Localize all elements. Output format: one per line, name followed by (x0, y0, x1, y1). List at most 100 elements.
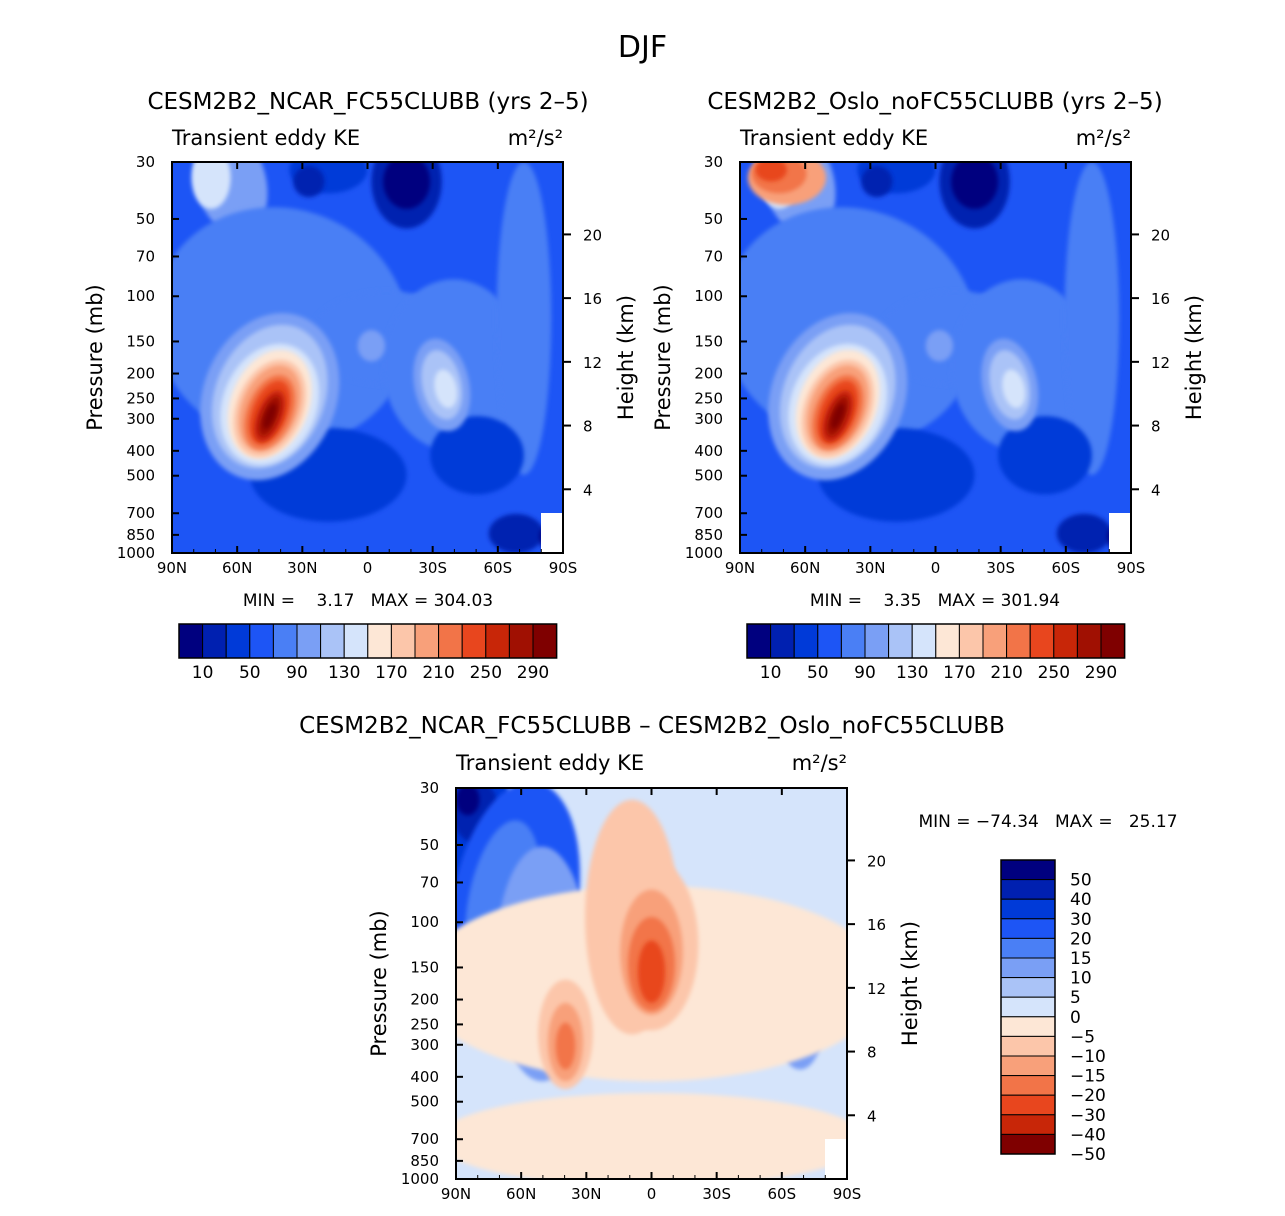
x-tick-label: 30N (571, 1185, 601, 1203)
y-tick-label: 300 (410, 1036, 439, 1054)
legend-swatch (1000, 898, 1056, 920)
x-tick-label: 30S (418, 559, 447, 577)
y-tick-label: 150 (126, 332, 155, 350)
legend-label: 130 (896, 663, 928, 683)
height-tick-label: 16 (583, 290, 602, 308)
y-axis-title: Pressure (mb) (651, 284, 675, 431)
height-tick-label: 4 (1151, 481, 1161, 499)
legend-swatch (532, 623, 558, 659)
y-tick-label: 700 (126, 504, 155, 522)
legend-label: 50 (1070, 871, 1092, 891)
height-tick-label: 16 (1151, 290, 1170, 308)
legend-swatch (202, 623, 227, 659)
legend-swatch (414, 623, 440, 659)
panel1-units-label: m²/s² (508, 126, 563, 150)
height-tick-label: 20 (583, 226, 602, 244)
y-tick-label: 70 (704, 247, 723, 265)
legend-swatch (508, 623, 534, 659)
panel2-variable-label: Transient eddy KE (739, 126, 928, 150)
legend-swatch (1000, 937, 1056, 959)
legend-swatch (1000, 1016, 1056, 1037)
panel2-contour-region (951, 162, 999, 209)
legend-swatch (746, 623, 772, 659)
legend-label: 10 (1070, 969, 1092, 989)
y-tick-label: 400 (410, 1068, 439, 1086)
panel1-contour-region (293, 165, 325, 198)
legend-swatch (1076, 623, 1102, 659)
y-tick-label: 70 (136, 247, 155, 265)
legend-swatch (1029, 623, 1055, 659)
legend-swatch (438, 623, 463, 659)
season-title: DJF (617, 30, 668, 65)
y-tick-label: 200 (126, 365, 155, 383)
height-tick-label: 8 (583, 418, 593, 436)
x-tick-label: 0 (363, 559, 373, 577)
legend-swatch (888, 623, 913, 659)
y-tick-label: 200 (410, 991, 439, 1009)
legend-label: 90 (286, 663, 308, 683)
x-tick-label: 0 (647, 1185, 657, 1203)
legend-swatch (320, 623, 345, 659)
panel3-contour-region (555, 1022, 576, 1070)
x-tick-label: 30N (287, 559, 317, 577)
panel3-variable-label: Transient eddy KE (455, 751, 644, 775)
legend-label: 50 (239, 663, 261, 683)
height-tick-label: 12 (583, 354, 602, 372)
y-tick-label: 30 (420, 779, 439, 797)
legend-label: 40 (1070, 890, 1092, 910)
y-axis-title: Pressure (mb) (367, 910, 391, 1057)
y-tick-label: 850 (694, 526, 723, 544)
y-tick-label: 50 (136, 210, 155, 228)
y-tick-label: 850 (410, 1152, 439, 1170)
legend-label: 50 (807, 663, 829, 683)
panel3-contour-region (637, 940, 666, 1004)
legend-swatch (1000, 879, 1056, 900)
legend-frame (746, 623, 1126, 659)
legend-swatch (1000, 1035, 1056, 1057)
height-axis-title: Height (km) (898, 921, 922, 1046)
legend-label: 290 (517, 663, 549, 683)
panel2-contour-region (925, 330, 954, 362)
legend-swatch (390, 623, 416, 659)
y-tick-label: 400 (694, 442, 723, 460)
legend-label: −20 (1070, 1086, 1106, 1106)
x-tick-label: 90S (833, 1185, 862, 1203)
legend-label: 10 (760, 663, 782, 683)
y-tick-label: 700 (410, 1130, 439, 1148)
panel1-contour-region (434, 369, 458, 409)
y-tick-label: 100 (126, 287, 155, 305)
legend-swatch (958, 623, 984, 659)
panel3-contour-region (456, 788, 480, 816)
legend-label: 20 (1070, 929, 1092, 949)
legend-swatch (793, 623, 819, 659)
x-tick-label: 60N (222, 559, 252, 577)
legend-swatch (1000, 957, 1056, 979)
y-tick-label: 300 (694, 410, 723, 428)
legend-label: −50 (1070, 1145, 1106, 1165)
legend-swatch (840, 623, 866, 659)
y-tick-label: 30 (136, 153, 155, 171)
panel3-missing-region (825, 1139, 847, 1179)
legend-swatch (1006, 623, 1031, 659)
legend-label: −15 (1070, 1067, 1106, 1087)
x-tick-label: 30N (855, 559, 885, 577)
legend-swatch (1000, 1075, 1056, 1096)
x-tick-label: 60N (790, 559, 820, 577)
y-tick-label: 300 (126, 410, 155, 428)
y-tick-label: 1000 (117, 544, 155, 562)
panel2-field (740, 162, 1131, 553)
panel1-missing-region (541, 513, 563, 553)
panel2-missing-region (1109, 513, 1131, 553)
x-tick-label: 90S (549, 559, 578, 577)
y-tick-label: 250 (694, 389, 723, 407)
height-tick-label: 12 (1151, 354, 1170, 372)
legend-label: 210 (990, 663, 1022, 683)
x-tick-label: 60S (1052, 559, 1081, 577)
panel1-contour-region (430, 416, 524, 495)
legend-swatch (1000, 1133, 1056, 1155)
panel2-contour-region (998, 416, 1092, 495)
panel1-title: CESM2B2_NCAR_FC55CLUBB (yrs 2–5) (147, 89, 588, 115)
y-tick-label: 70 (420, 873, 439, 891)
panel3-minmax: MIN = −74.34 MAX = 25.17 (918, 812, 1177, 832)
